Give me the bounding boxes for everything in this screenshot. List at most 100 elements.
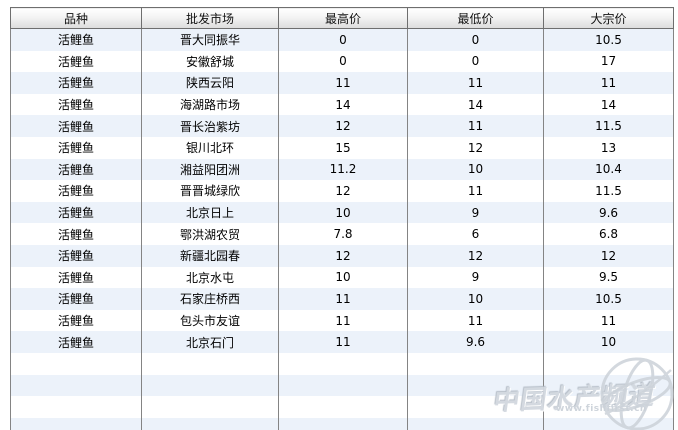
table-cell: 10.4: [543, 158, 674, 181]
table-cell: 活鲤鱼: [10, 50, 142, 73]
table-cell: 9.6: [407, 331, 544, 353]
table-cell: 湘益阳团洲: [141, 158, 279, 181]
table-row: 活鲤鱼 陕西云阳 11 11 11: [10, 72, 674, 94]
table-cell: 12: [407, 136, 544, 159]
table-cell: 9: [407, 201, 544, 224]
empty-cell: [407, 417, 544, 430]
empty-cell: [141, 352, 279, 375]
table-cell: 活鲤鱼: [10, 266, 142, 289]
table-row: 活鲤鱼 银川北环 15 12 13: [10, 136, 674, 159]
header-row: 品种 批发市场 最高价 最低价 大宗价: [10, 7, 674, 29]
table-row: 活鲤鱼 海湖路市场 14 14 14: [10, 93, 674, 116]
table-cell: 陕西云阳: [141, 72, 279, 94]
table-cell: 14: [407, 93, 544, 116]
table-cell: 银川北环: [141, 136, 279, 159]
table-row: 活鲤鱼 湘益阳团洲 11.2 10 10.4: [10, 158, 674, 181]
table-cell: 11: [278, 309, 408, 332]
table-cell: 0: [278, 50, 408, 73]
table-cell: 活鲤鱼: [10, 28, 142, 51]
table-row: 活鲤鱼 北京石门 11 9.6 10: [10, 331, 674, 353]
empty-cell: [543, 396, 674, 418]
table-cell: 0: [278, 28, 408, 51]
table-cell: 11: [407, 72, 544, 94]
empty-cell: [543, 417, 674, 430]
table-cell: 12: [407, 244, 544, 267]
table-cell: 17: [543, 50, 674, 73]
table-cell: 10: [407, 288, 544, 310]
table-cell: 11: [278, 72, 408, 94]
table-cell: 10.5: [543, 28, 674, 51]
table-cell: 安徽舒城: [141, 50, 279, 73]
table-cell: 北京日上: [141, 201, 279, 224]
empty-row: [10, 396, 674, 418]
empty-cell: [141, 374, 279, 397]
column-header-bulk-price: 大宗价: [543, 7, 674, 29]
table-cell: 0: [407, 50, 544, 73]
table-cell: 鄂洪湖农贸: [141, 223, 279, 245]
empty-row: [10, 374, 674, 397]
empty-cell: [10, 417, 142, 430]
table-row: 活鲤鱼 晋长治紫坊 12 11 11.5: [10, 115, 674, 137]
table-cell: 9.5: [543, 266, 674, 289]
table-row: 活鲤鱼 鄂洪湖农贸 7.8 6 6.8: [10, 223, 674, 245]
empty-cell: [543, 352, 674, 375]
table-cell: 11: [407, 309, 544, 332]
table-cell: 10.5: [543, 288, 674, 310]
table-cell: 12: [278, 180, 408, 202]
table-cell: 10: [278, 266, 408, 289]
table-cell: 活鲤鱼: [10, 158, 142, 181]
table-cell: 11.5: [543, 115, 674, 137]
table-cell: 活鲤鱼: [10, 244, 142, 267]
table-row: 活鲤鱼 晋晋城绿欣 12 11 11.5: [10, 180, 674, 202]
table-cell: 10: [407, 158, 544, 181]
column-header-min-price: 最低价: [407, 7, 544, 29]
table-cell: 14: [278, 93, 408, 116]
empty-cell: [10, 352, 142, 375]
table-cell: 石家庄桥西: [141, 288, 279, 310]
table-cell: 活鲤鱼: [10, 223, 142, 245]
table-cell: 北京水屯: [141, 266, 279, 289]
table-cell: 11: [543, 309, 674, 332]
table-cell: 9: [407, 266, 544, 289]
empty-cell: [278, 374, 408, 397]
table-cell: 晋大同振华: [141, 28, 279, 51]
table-cell: 晋长治紫坊: [141, 115, 279, 137]
column-header-market: 批发市场: [141, 7, 279, 29]
table-cell: 活鲤鱼: [10, 180, 142, 202]
table-cell: 9.6: [543, 201, 674, 224]
empty-cell: [278, 352, 408, 375]
empty-cell: [10, 374, 142, 397]
table-cell: 11: [278, 288, 408, 310]
table-cell: 活鲤鱼: [10, 115, 142, 137]
table-cell: 15: [278, 136, 408, 159]
table-row: 活鲤鱼 北京日上 10 9 9.6: [10, 201, 674, 224]
table-cell: 7.8: [278, 223, 408, 245]
empty-cell: [141, 396, 279, 418]
fish-price-table: 品种 批发市场 最高价 最低价 大宗价 活鲤鱼 晋大同振华 0 0 10.5 活鲤鱼 安徽舒…: [10, 7, 674, 430]
empty-row: [10, 352, 674, 375]
empty-cell: [407, 352, 544, 375]
table-row: 活鲤鱼 石家庄桥西 11 10 10.5: [10, 288, 674, 310]
table-row: 活鲤鱼 北京水屯 10 9 9.5: [10, 266, 674, 289]
table-cell: 活鲤鱼: [10, 72, 142, 94]
empty-cell: [407, 374, 544, 397]
table-cell: 6: [407, 223, 544, 245]
table-cell: 11: [278, 331, 408, 353]
table-cell: 晋晋城绿欣: [141, 180, 279, 202]
table-row: 活鲤鱼 晋大同振华 0 0 10.5: [10, 28, 674, 51]
table-cell: 活鲤鱼: [10, 201, 142, 224]
table-cell: 13: [543, 136, 674, 159]
table-cell: 10: [543, 331, 674, 353]
empty-cell: [10, 396, 142, 418]
table-cell: 0: [407, 28, 544, 51]
table-cell: 12: [278, 244, 408, 267]
table-cell: 14: [543, 93, 674, 116]
table-cell: 活鲤鱼: [10, 288, 142, 310]
table-cell: 11.2: [278, 158, 408, 181]
table-row: 活鲤鱼 包头市友谊 11 11 11: [10, 309, 674, 332]
table-cell: 11.5: [543, 180, 674, 202]
table-cell: 11: [407, 180, 544, 202]
table-cell: 活鲤鱼: [10, 309, 142, 332]
table-cell: 活鲤鱼: [10, 331, 142, 353]
